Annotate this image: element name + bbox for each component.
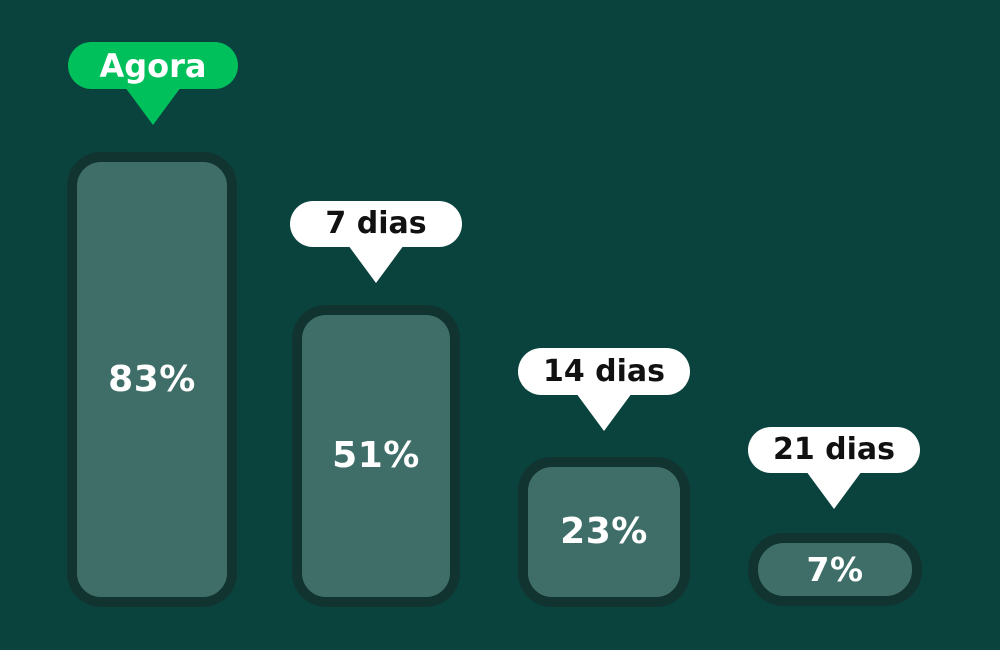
bubble-label-21-dias: 21 dias [748,427,920,509]
bubble-label-21-dias-text: 21 dias [772,432,896,467]
bubble-tail [576,393,632,431]
bar-21-dias-value: 7% [806,550,864,589]
bar-agora: 83% [67,152,237,607]
bubble-label-7-dias-text: 7 dias [325,206,427,241]
bubble-tail [806,471,862,509]
bar-7-dias: 51% [292,305,460,607]
bubble-label-14-dias: 14 dias [518,348,690,431]
bubble-tail [348,245,404,283]
bubble-label-14-dias-text: 14 dias [542,353,666,389]
bubble-label-agora-text: Agora [99,46,207,85]
bar-14-dias-value: 23% [560,511,648,552]
bubble-tail [125,87,181,125]
bubble-label-7-dias: 7 dias [290,201,462,283]
bar-21-dias: 7% [748,533,922,606]
bar-7-dias-value: 51% [332,435,420,476]
bar-agora-value: 83% [108,358,196,400]
bar-14-dias: 23% [518,457,690,607]
bubble-label-agora: Agora [68,42,238,125]
